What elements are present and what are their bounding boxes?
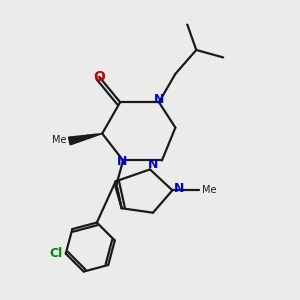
Text: O: O	[93, 70, 105, 84]
Polygon shape	[68, 134, 102, 145]
Text: Cl: Cl	[49, 247, 62, 260]
Text: Me: Me	[52, 134, 66, 145]
Text: N: N	[116, 155, 127, 168]
Text: N: N	[148, 158, 158, 170]
Text: N: N	[174, 182, 184, 195]
Text: Me: Me	[202, 185, 217, 195]
Text: N: N	[154, 93, 164, 106]
